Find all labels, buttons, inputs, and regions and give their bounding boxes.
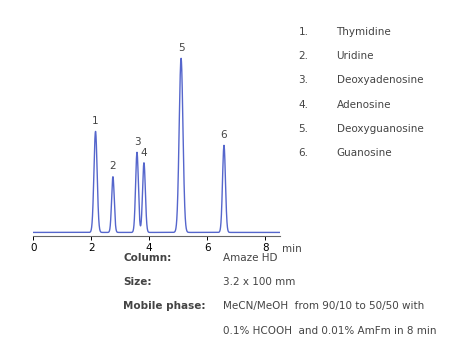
- Text: Guanosine: Guanosine: [337, 148, 392, 158]
- Text: 5.: 5.: [299, 124, 309, 134]
- Text: Size:: Size:: [123, 277, 152, 287]
- Text: Adenosine: Adenosine: [337, 100, 391, 110]
- Text: 2: 2: [109, 161, 116, 172]
- Text: MeCN/MeOH  from 90/10 to 50/50 with: MeCN/MeOH from 90/10 to 50/50 with: [223, 301, 424, 311]
- Text: Thymidine: Thymidine: [337, 27, 392, 37]
- Text: 1.: 1.: [299, 27, 309, 37]
- Text: Column:: Column:: [123, 253, 172, 263]
- Text: 4: 4: [141, 148, 147, 158]
- Text: Deoxyguanosine: Deoxyguanosine: [337, 124, 423, 134]
- Text: 0.1% HCOOH  and 0.01% AmFm in 8 min: 0.1% HCOOH and 0.01% AmFm in 8 min: [223, 326, 436, 336]
- Text: 4.: 4.: [299, 100, 309, 110]
- Text: Deoxyadenosine: Deoxyadenosine: [337, 75, 423, 86]
- Text: 3.2 x 100 mm: 3.2 x 100 mm: [223, 277, 295, 287]
- Text: 6: 6: [221, 130, 228, 140]
- Text: Uridine: Uridine: [337, 51, 374, 61]
- Text: 5: 5: [178, 43, 184, 53]
- Text: 1: 1: [92, 116, 99, 126]
- Text: 6.: 6.: [299, 148, 309, 158]
- Text: 3: 3: [134, 137, 140, 147]
- Text: min: min: [282, 244, 302, 254]
- Text: Mobile phase:: Mobile phase:: [123, 301, 206, 311]
- Text: Amaze HD: Amaze HD: [223, 253, 277, 263]
- Text: 3.: 3.: [299, 75, 309, 86]
- Text: 2.: 2.: [299, 51, 309, 61]
